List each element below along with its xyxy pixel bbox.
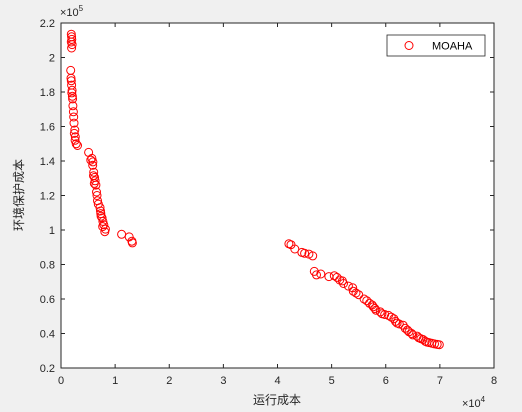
data-point xyxy=(407,329,417,338)
y-tick-label: 2.2 xyxy=(40,18,55,30)
data-point xyxy=(308,251,318,261)
x-tick-label: 0 xyxy=(58,375,64,387)
legend-label: MOAHA xyxy=(432,41,473,53)
data-point xyxy=(88,157,98,167)
plot-area xyxy=(61,23,494,368)
data-point xyxy=(97,213,107,223)
data-point xyxy=(100,227,110,237)
data-point xyxy=(312,270,321,280)
x-tick-label: 8 xyxy=(491,375,497,387)
y-tick-label: 1.4 xyxy=(40,156,55,168)
data-point xyxy=(351,288,361,298)
data-point xyxy=(67,91,77,101)
data-point xyxy=(69,118,79,128)
y-axis-exponent: ×105 xyxy=(60,4,84,19)
x-tick-label: 1 xyxy=(112,375,118,387)
data-point xyxy=(68,94,78,104)
data-point xyxy=(96,206,105,216)
data-point xyxy=(91,180,101,190)
data-point xyxy=(127,238,137,248)
y-tick-label: 0.4 xyxy=(40,329,55,341)
data-point xyxy=(329,271,339,281)
x-tick-label: 7 xyxy=(437,375,443,387)
data-point xyxy=(66,76,76,86)
data-point xyxy=(88,160,98,170)
data-point xyxy=(73,141,82,150)
data-point xyxy=(354,290,364,300)
data-point xyxy=(339,279,348,288)
y-tick-label: 1.8 xyxy=(40,87,55,99)
data-point xyxy=(68,101,78,111)
data-point xyxy=(69,128,79,138)
data-point xyxy=(408,330,418,340)
data-point xyxy=(67,88,77,98)
legend-marker xyxy=(404,41,414,50)
data-point xyxy=(69,112,79,122)
x-tick-label: 5 xyxy=(329,375,335,387)
series-markers xyxy=(66,29,444,350)
data-point xyxy=(96,211,106,221)
x-tick-label: 4 xyxy=(274,375,280,387)
data-point xyxy=(68,107,78,117)
data-point xyxy=(89,178,99,188)
data-point xyxy=(359,294,369,304)
data-point xyxy=(66,73,76,83)
x-axis-label: 运行成本 xyxy=(253,393,301,407)
x-tick-label: 2 xyxy=(166,375,172,387)
data-point xyxy=(70,132,80,142)
axes-box xyxy=(60,22,495,369)
y-tick-label: 0.8 xyxy=(40,260,55,272)
data-point xyxy=(89,167,99,177)
data-point xyxy=(375,307,385,317)
data-point xyxy=(67,40,77,50)
data-point xyxy=(71,139,81,149)
legend: MOAHA xyxy=(386,34,486,57)
y-axis-label: 环境保护成本 xyxy=(11,159,26,231)
data-point xyxy=(290,244,300,254)
x-tick-label: 3 xyxy=(220,375,226,387)
data-point xyxy=(362,296,372,306)
data-point xyxy=(67,85,77,95)
data-point xyxy=(92,187,101,197)
y-tick-label: 1.6 xyxy=(40,122,55,134)
data-point xyxy=(99,220,109,230)
data-point xyxy=(95,203,105,213)
data-point xyxy=(70,135,80,145)
data-point xyxy=(380,310,390,319)
data-point xyxy=(343,281,353,291)
data-point xyxy=(98,222,108,232)
data-point xyxy=(394,319,404,329)
data-point xyxy=(86,155,96,165)
data-point xyxy=(67,43,77,53)
y-tick-label: 0.6 xyxy=(40,294,55,306)
data-point xyxy=(300,248,310,258)
data-point xyxy=(420,336,430,346)
legend-box xyxy=(386,34,486,57)
x-tick-label: 6 xyxy=(383,375,389,387)
y-tick-label: 2 xyxy=(49,53,55,65)
y-tick-label: 0.2 xyxy=(40,363,55,375)
y-tick-label: 1 xyxy=(49,225,55,237)
data-point xyxy=(70,125,80,135)
data-point xyxy=(434,340,444,350)
data-point xyxy=(92,191,102,200)
data-point xyxy=(316,269,326,279)
x-axis-exponent: ×104 xyxy=(462,395,486,410)
data-point xyxy=(348,283,358,293)
y-axis-ticks: 0.2 0.4 0.6 0.8 1 1.2 1.4 1.6 1.8 2 2.2 xyxy=(40,18,494,375)
y-tick-label: 1.2 xyxy=(40,191,55,203)
data-point xyxy=(87,153,97,163)
